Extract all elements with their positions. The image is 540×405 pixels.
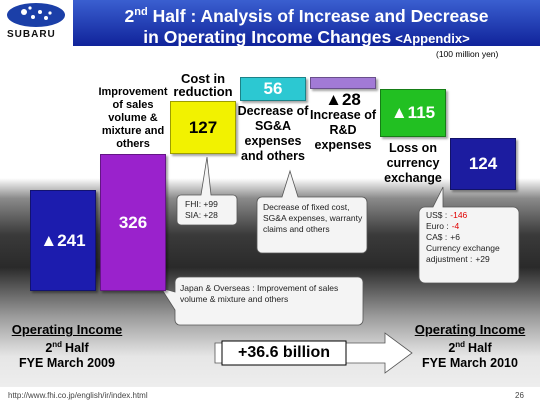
period-half-text: Half [468,341,492,356]
period-fye: FYE March 2010 [422,356,518,371]
difference-box [221,340,347,366]
bar [30,190,96,292]
period-num: 2 [448,341,456,356]
currency-row: Euro : -4 [426,221,512,232]
logo-text: SUBARU [7,29,56,40]
currency-value: +6 [450,232,460,242]
cost-note: FHI: +99 SIA: +28 [185,199,218,221]
category-label: Increase of R&D expenses [309,108,376,153]
bar [450,137,516,190]
sga-note: Decrease of fixed cost, SG&A expenses, w… [263,202,363,234]
logo-mark [7,3,65,27]
value-label: 326 [118,212,148,232]
period-half: 2nd Half [2,337,132,356]
value-label: ▲28 [325,90,361,110]
title-line: in Operating Income Changes [143,26,392,47]
value-label: 124 [468,153,498,173]
bar [380,89,446,138]
bar [240,77,306,101]
unit: (100 million yen) [436,49,499,59]
bar [310,77,376,90]
period-half-text: Half [65,341,89,356]
period-title: Operating Income [414,322,526,337]
category-label: Cost in reduction [173,70,233,99]
period-num: 2 [45,341,53,356]
value-label: ▲115 [390,103,436,123]
logo-stars [21,6,52,20]
note-line: SIA: +28 [185,210,218,220]
category-label: Improvement of sales volume & mixture an… [98,86,168,151]
footer-url: http://www.fhi.co.jp/english/ir/index.ht… [8,391,148,400]
currency-label: Euro : [426,221,449,231]
value-label: ▲241 [40,230,86,250]
period-label: Operating Income 2nd Half FYE March 2010 [405,322,535,371]
sales-note: Japan & Overseas : Improvement of sales … [180,283,339,304]
period-title: Operating Income [11,322,123,337]
title-text: Half : Analysis of Increase and Decrease [147,5,489,26]
category-label: Decrease of SG&A expenses and others [237,103,309,163]
currency-label: CA$ : [426,232,448,242]
currency-row: US$ : -146 [426,210,512,221]
category-label: Loss on currency exchange [384,140,442,185]
footer-bar [0,387,540,405]
page-number: 26 [515,391,524,400]
currency-label: Currency exchange adjustment : [426,243,500,264]
value-label: 56 [263,79,283,99]
currency-row: Currency exchange adjustment : +29 [426,243,512,265]
difference: +36.6 billion [237,344,331,361]
bar [100,154,166,292]
period-sup: nd [52,340,63,349]
title: 2nd Half : Analysis of Increase and Decr… [73,0,540,47]
period-label: Operating Income 2nd Half FYE March 2009 [2,322,132,371]
title-sup: nd [134,6,148,18]
title-tag: <Appendix> [395,30,470,46]
currency-row: CA$ : +6 [426,232,512,243]
value-label: 127 [188,117,218,137]
bar [170,100,236,155]
currency-note: US$ : -146 Euro : -4 CA$ : +6 Currency exchang… [426,210,512,265]
currency-label: US$ : [426,210,448,220]
callouts [160,156,520,326]
currency-value: -4 [451,221,460,231]
currency-value: -146 [450,210,468,220]
period-sup: nd [455,340,466,349]
note-line: FHI: +99 [185,199,218,209]
title-num: 2 [124,5,135,26]
period-half: 2nd Half [405,337,535,356]
period-fye: FYE March 2009 [19,356,115,371]
currency-value: +29 [475,254,490,264]
